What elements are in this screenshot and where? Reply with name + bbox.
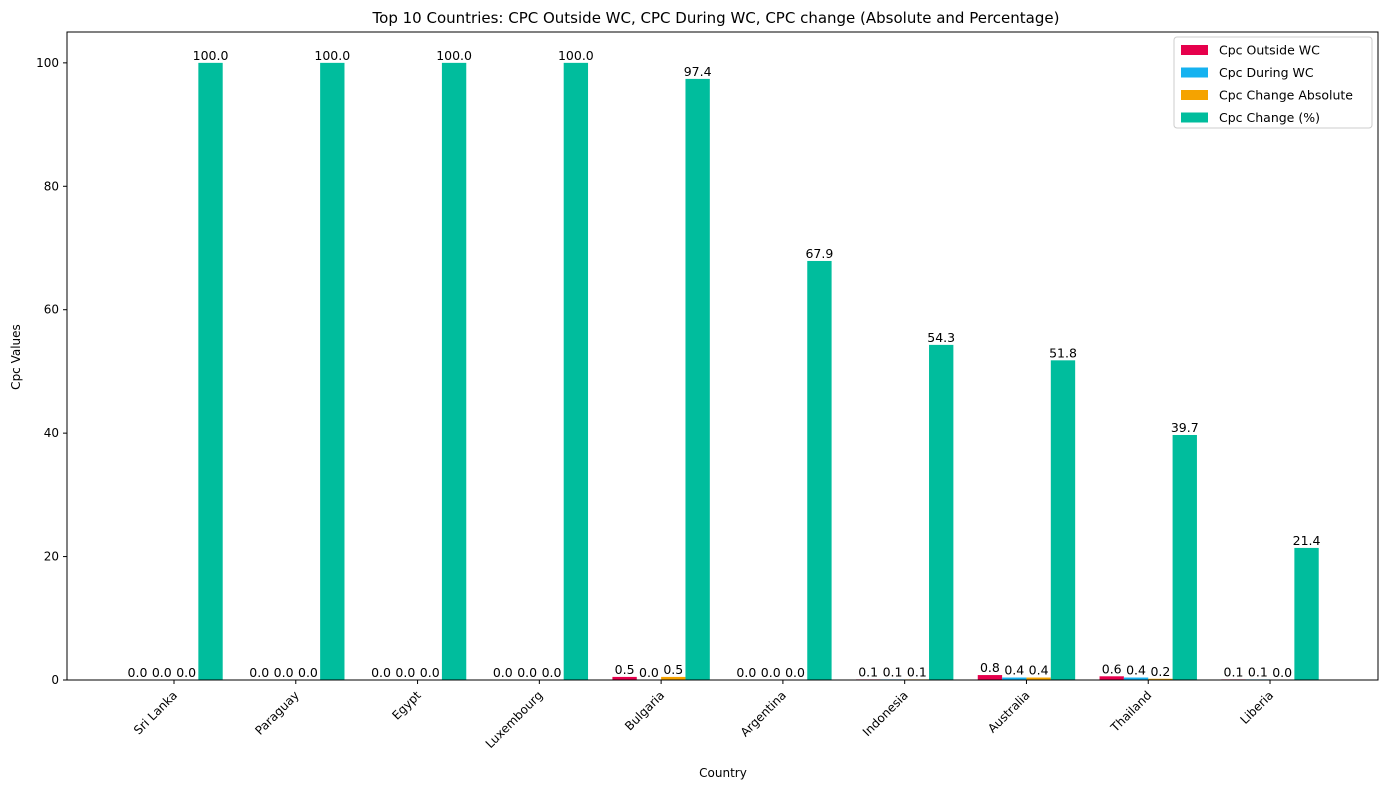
bar bbox=[1050, 360, 1076, 680]
bar-value-label: 0.0 bbox=[298, 665, 318, 680]
bar-value-label: 0.4 bbox=[1004, 663, 1024, 678]
bar-value-label: 0.1 bbox=[907, 664, 927, 679]
legend-item[interactable]: Cpc Change (%) bbox=[1181, 110, 1320, 125]
bar-value-label: 97.4 bbox=[684, 64, 712, 79]
x-tick-label: Luxembourg bbox=[483, 688, 546, 751]
legend-swatch bbox=[1181, 112, 1208, 123]
bar bbox=[807, 260, 832, 680]
bar-value-label: 0.1 bbox=[1248, 664, 1268, 679]
x-tick-label: Liberia bbox=[1238, 688, 1277, 727]
legend-item[interactable]: Cpc During WC bbox=[1181, 65, 1314, 80]
bar-value-label: 100.0 bbox=[314, 48, 350, 63]
bar-value-label: 51.8 bbox=[1049, 345, 1077, 360]
bar-value-label: 39.7 bbox=[1171, 420, 1199, 435]
legend-item[interactable]: Cpc Change Absolute bbox=[1181, 88, 1353, 103]
bar-value-label: 100.0 bbox=[193, 48, 229, 63]
bar bbox=[441, 62, 467, 681]
bar-value-label: 0.1 bbox=[883, 664, 903, 679]
x-tick-label: Paraguay bbox=[252, 688, 302, 738]
bar bbox=[685, 78, 710, 680]
bar-value-label: 0.0 bbox=[128, 665, 148, 680]
legend-label: Cpc Change (%) bbox=[1219, 110, 1320, 125]
bar bbox=[320, 62, 345, 681]
legend-label: Cpc Change Absolute bbox=[1219, 88, 1353, 103]
bar-value-label: 0.0 bbox=[639, 665, 659, 680]
bar bbox=[1026, 677, 1051, 680]
bar-value-label: 0.0 bbox=[274, 665, 294, 680]
bar-value-label: 0.0 bbox=[761, 665, 781, 680]
bar-value-label: 0.4 bbox=[1029, 663, 1049, 678]
bar-value-label: 100.0 bbox=[558, 48, 594, 63]
bar bbox=[1123, 677, 1149, 680]
legend-box bbox=[1173, 36, 1373, 129]
y-tick-label: 40 bbox=[44, 426, 59, 440]
bar-value-label: 0.0 bbox=[176, 665, 196, 680]
legend-item[interactable]: Cpc Outside WC bbox=[1181, 43, 1320, 58]
bar bbox=[661, 676, 686, 680]
bar-value-label: 0.0 bbox=[371, 665, 391, 680]
bar-value-label: 0.0 bbox=[736, 665, 756, 680]
bar bbox=[612, 676, 637, 680]
bar-value-label: 0.0 bbox=[785, 665, 805, 680]
bar-value-label: 54.3 bbox=[927, 330, 955, 345]
x-tick-label: Australia bbox=[985, 688, 1032, 735]
legend-swatch bbox=[1181, 67, 1208, 78]
bar-value-label: 0.0 bbox=[542, 665, 562, 680]
legend-label: Cpc Outside WC bbox=[1219, 43, 1320, 58]
bar bbox=[1294, 547, 1319, 680]
bar-value-label: 100.0 bbox=[436, 48, 472, 63]
y-tick-label: 20 bbox=[44, 550, 59, 564]
x-tick-label: Egypt bbox=[389, 688, 424, 723]
bar bbox=[1148, 678, 1173, 680]
bar-value-label: 67.9 bbox=[805, 246, 833, 261]
bar-value-label: 0.1 bbox=[858, 664, 878, 679]
x-tick-label: Argentina bbox=[738, 688, 789, 739]
bar bbox=[929, 344, 954, 680]
x-tick-label: Bulgaria bbox=[622, 688, 667, 733]
bar-labels-layer: 0.0 0.0 0.0 0.0 0.5 0.0 0.1 0.8 0.6 0.1 0.0 0.0 0.0 0… bbox=[128, 48, 1321, 680]
y-tick-label: 0 bbox=[51, 673, 59, 687]
bar bbox=[198, 62, 223, 681]
bar-value-label: 0.5 bbox=[615, 662, 635, 677]
y-tick-label: 80 bbox=[44, 179, 59, 193]
bar-value-label: 0.0 bbox=[395, 665, 415, 680]
bar-value-label: 0.0 bbox=[420, 665, 440, 680]
legend-label: Cpc During WC bbox=[1219, 65, 1314, 80]
bar-value-label: 21.4 bbox=[1293, 533, 1321, 548]
bar bbox=[977, 675, 1003, 680]
bar-value-label: 0.0 bbox=[249, 665, 269, 680]
bar-value-label: 0.1 bbox=[1224, 664, 1244, 679]
bar bbox=[1002, 677, 1027, 680]
plot-frame bbox=[66, 31, 1379, 681]
legend-swatch bbox=[1181, 45, 1208, 55]
bar-value-label: 0.0 bbox=[517, 665, 537, 680]
bar-value-label: 0.0 bbox=[1272, 665, 1292, 680]
bar-value-label: 0.2 bbox=[1150, 664, 1170, 679]
bar-value-label: 0.6 bbox=[1102, 661, 1122, 676]
y-axis-title: Cpc Values bbox=[9, 324, 23, 390]
bar bbox=[563, 62, 589, 681]
x-tick-label: Thailand bbox=[1107, 688, 1154, 735]
bar-value-label: 0.8 bbox=[980, 660, 1000, 675]
bar-value-label: 0.4 bbox=[1126, 663, 1146, 678]
legend-swatch bbox=[1181, 90, 1208, 100]
bar bbox=[1099, 676, 1124, 680]
y-tick-label: 60 bbox=[44, 303, 59, 317]
bar bbox=[1172, 434, 1197, 680]
y-tick-label: 100 bbox=[36, 56, 59, 70]
x-axis-title: Country bbox=[699, 766, 747, 780]
bar-value-label: 0.0 bbox=[152, 665, 172, 680]
x-tick-label: Sri Lanka bbox=[131, 688, 180, 737]
legend[interactable]: Cpc Outside WC Cpc During WC Cpc Change Ab… bbox=[1173, 36, 1373, 129]
bars-layer bbox=[198, 62, 1319, 681]
bar-value-label: 0.0 bbox=[493, 665, 513, 680]
x-tick-label: Indonesia bbox=[860, 688, 911, 739]
bar-value-label: 0.5 bbox=[663, 662, 683, 677]
chart-title: Top 10 Countries: CPC Outside WC, CPC Du… bbox=[372, 9, 1060, 27]
